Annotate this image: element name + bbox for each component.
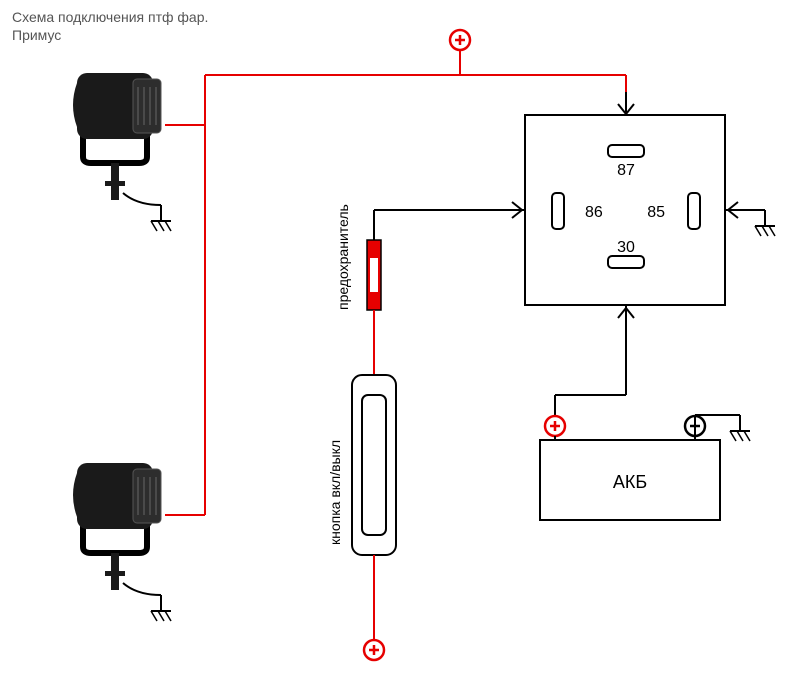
relay-pin-87: 87 (617, 162, 635, 179)
title-line1: Схема подключения птф фар. (12, 9, 208, 25)
control-wires (374, 210, 765, 440)
relay-pin-86: 86 (585, 204, 603, 221)
ground-icon (755, 210, 775, 236)
switch (352, 375, 396, 555)
fog-lamp-1 (73, 73, 161, 205)
relay-pin-30: 30 (617, 239, 635, 256)
switch-label: кнопка вкл/выкл (327, 440, 343, 545)
plus-icon (545, 416, 565, 436)
battery-label: АКБ (613, 472, 647, 492)
relay: 87 86 85 30 (525, 115, 725, 305)
ground-icon (151, 205, 171, 231)
wiring-diagram: Схема подключения птф фар. Примус (0, 0, 800, 690)
battery: АКБ (540, 440, 720, 520)
plus-icon (450, 30, 470, 50)
ground-icon (151, 595, 171, 621)
ground-icon (730, 415, 750, 441)
fuse-label: предохранитель (335, 204, 351, 310)
title-line2: Примус (12, 27, 61, 43)
plus-icon (364, 640, 384, 660)
fog-lamp-2 (73, 463, 161, 595)
fuse (367, 240, 381, 310)
arrow-icon (498, 92, 752, 330)
relay-pin-85: 85 (647, 204, 665, 221)
